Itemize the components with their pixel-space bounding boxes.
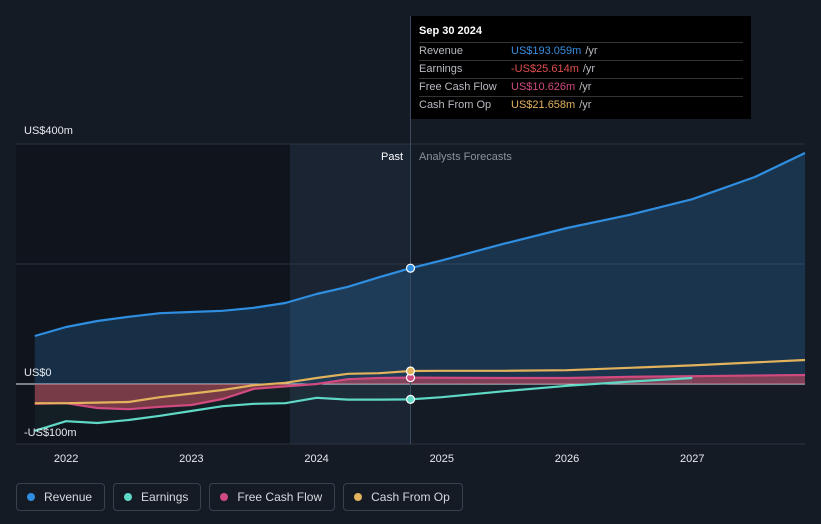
x-tick-label: 2026: [555, 453, 579, 465]
legend-item-earnings[interactable]: Earnings: [113, 483, 202, 511]
tooltip-label: Free Cash Flow: [419, 81, 497, 93]
legend-item-revenue[interactable]: Revenue: [16, 483, 106, 511]
tooltip-row-revenue: Revenue US$193.059m /yr: [419, 42, 743, 60]
x-axis-labels: 2022 2023 2024 2025 2026 2027: [54, 453, 705, 465]
legend-dot-icon: [220, 493, 229, 501]
line-cash-from-op: [34, 358, 806, 405]
y-tick-label: US$0: [24, 367, 52, 379]
tooltip-row-earnings: Earnings -US$25.614m /yr: [419, 60, 743, 78]
series-lines: [34, 152, 806, 432]
tooltip-value: US$193.059m: [511, 45, 582, 57]
tooltip-value: US$21.658m: [511, 99, 576, 111]
marker-earnings: [405, 394, 416, 404]
tooltip-label: Cash From Op: [419, 99, 492, 111]
x-tick-label: 2027: [680, 453, 704, 465]
past-label: Past: [381, 151, 403, 163]
recent-shade: [290, 144, 411, 444]
tooltip-label: Earnings: [419, 63, 463, 75]
tooltip-label: Revenue: [419, 45, 464, 57]
line-free-cash-flow: [34, 373, 806, 411]
line-revenue: [34, 152, 806, 338]
y-tick-label: -US$100m: [24, 427, 77, 439]
legend-label: Revenue: [44, 490, 93, 504]
legend-dot-icon: [27, 493, 35, 501]
y-axis-labels: US$400m US$0 -US$100m: [24, 125, 77, 439]
x-tick-label: 2024: [304, 453, 328, 465]
tooltip-unit: /yr: [585, 45, 598, 57]
tooltip-markers: [405, 263, 416, 404]
legend-label: Free Cash Flow: [237, 490, 323, 504]
y-tick-label: US$400m: [24, 125, 73, 137]
legend-dot-icon: [354, 493, 363, 501]
area-revenue: [34, 153, 806, 384]
tooltip: Sep 30 2024 Revenue US$193.059m /yr Earn…: [411, 16, 751, 119]
tooltip-row-cash-from-op: Cash From Op US$21.658m /yr: [419, 96, 743, 114]
tooltip-row-free-cash-flow: Free Cash Flow US$10.626m /yr: [419, 78, 743, 96]
forecast-label: Analysts Forecasts: [419, 151, 512, 163]
legend: Revenue Earnings Free Cash Flow Cash Fro…: [16, 483, 463, 511]
tooltip-value: US$10.626m: [511, 81, 576, 93]
legend-item-cash-from-op[interactable]: Cash From Op: [343, 483, 463, 511]
x-tick-label: 2022: [54, 453, 78, 465]
tooltip-unit: /yr: [579, 99, 592, 111]
legend-item-free-cash-flow[interactable]: Free Cash Flow: [209, 483, 336, 511]
tooltip-unit: /yr: [582, 63, 596, 75]
legend-dot-icon: [124, 493, 133, 501]
tooltip-date: Sep 30 2024: [419, 25, 482, 37]
legend-label: Cash From Op: [371, 490, 450, 504]
area-earnings: [34, 378, 693, 431]
tooltip-unit: /yr: [579, 81, 592, 93]
tooltip-value: -US$25.614m: [511, 63, 579, 75]
marker-revenue: [405, 263, 416, 273]
legend-label: Earnings: [141, 490, 189, 504]
marker-cash-from-op: [405, 366, 416, 376]
x-tick-label: 2023: [179, 453, 203, 465]
x-tick-label: 2025: [430, 453, 454, 465]
line-earnings: [34, 376, 693, 432]
